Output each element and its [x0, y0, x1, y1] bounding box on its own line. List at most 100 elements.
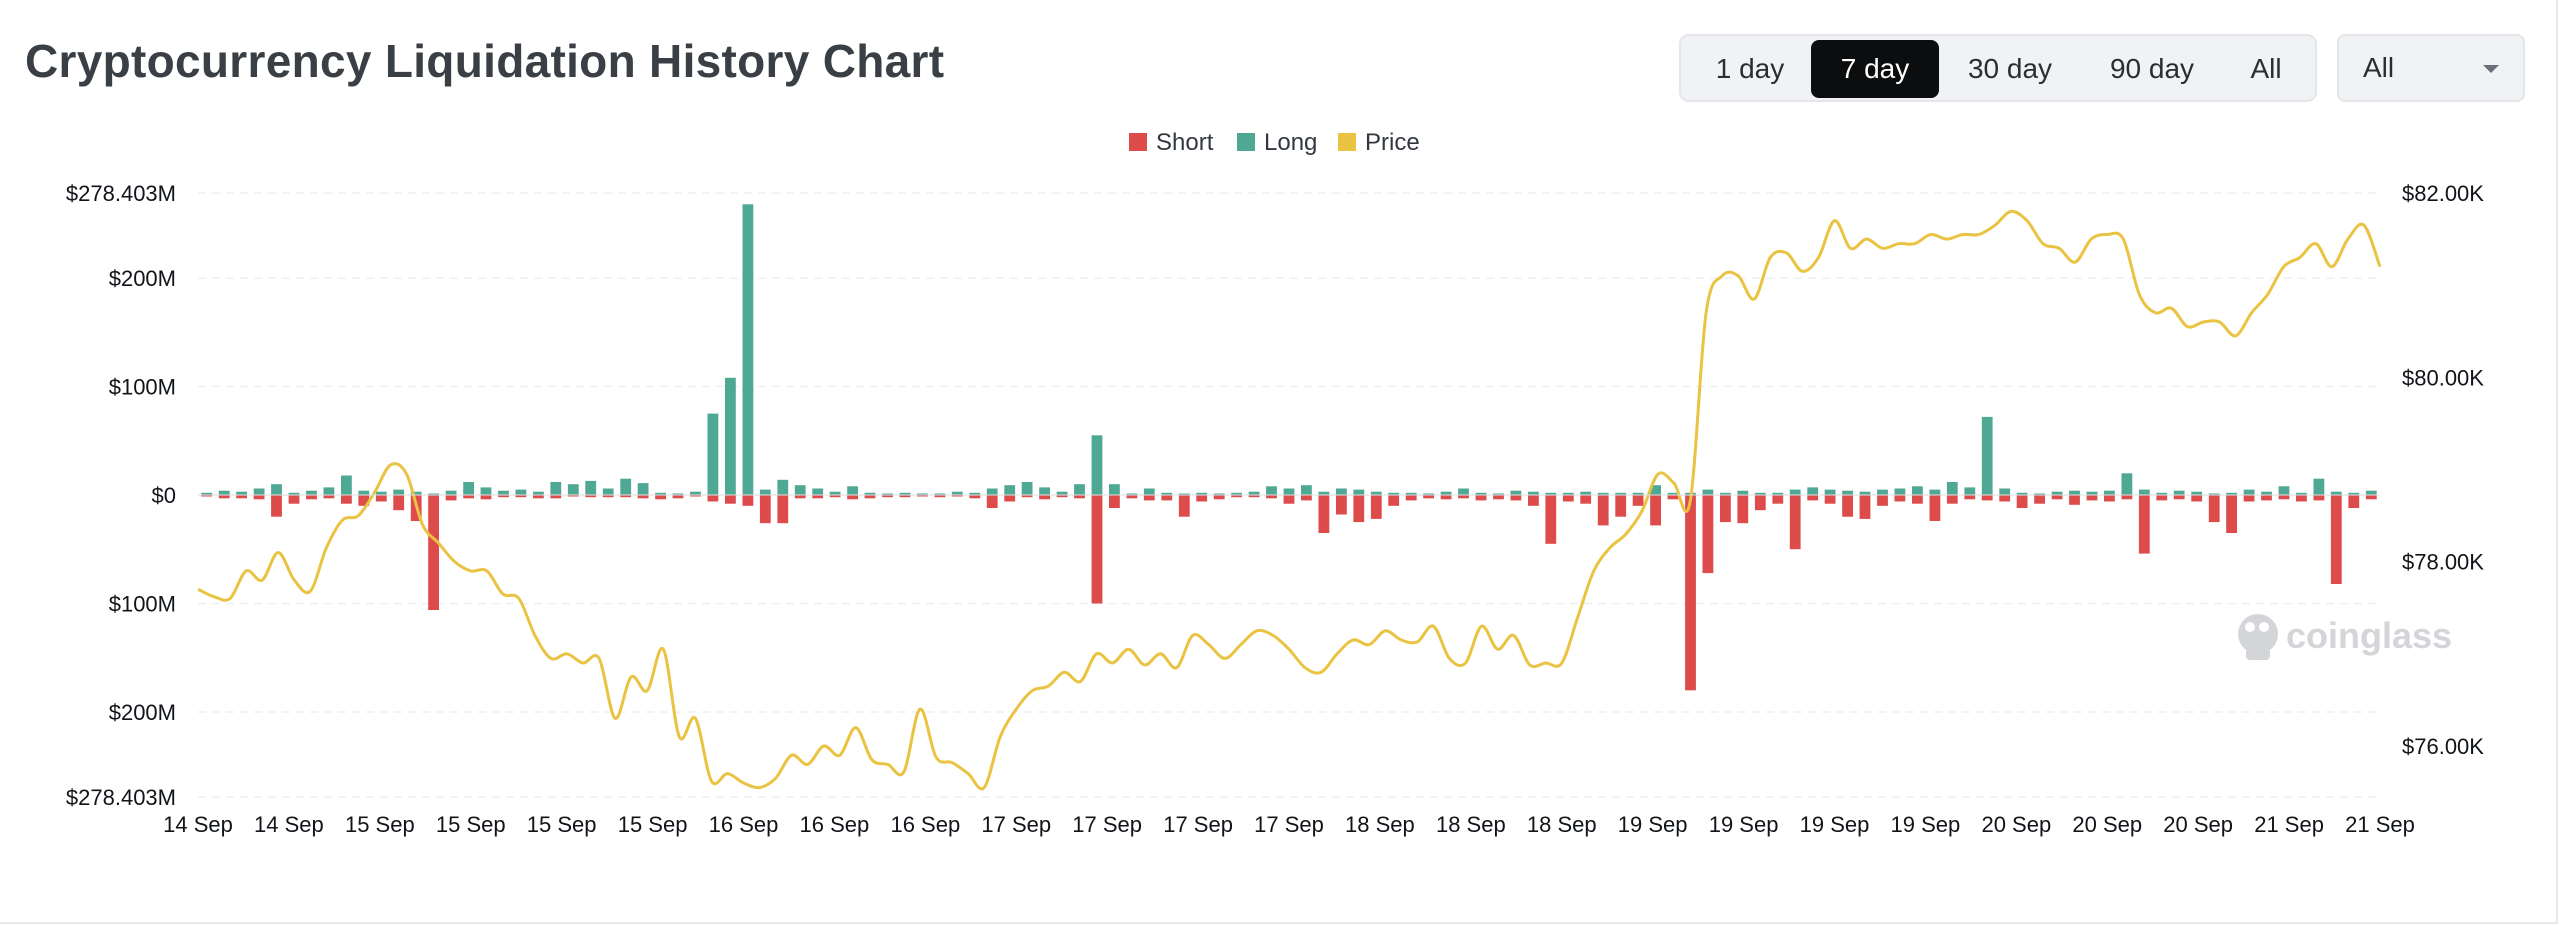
range-1-day-button[interactable]: 1 day: [1715, 53, 1785, 84]
long-bar: [2330, 491, 2342, 495]
long-bar: [637, 483, 649, 495]
x-tick-label: 16 Sep: [709, 812, 779, 837]
long-bar: [1266, 486, 1277, 495]
short-bar: [672, 495, 684, 499]
short-bar: [2121, 495, 2133, 500]
long-bar: [323, 487, 335, 495]
long-bar: [585, 480, 597, 495]
long-bar: [969, 492, 981, 495]
range-all-button[interactable]: All: [2250, 53, 2282, 84]
short-bar: [707, 495, 719, 502]
long-bar: [1370, 491, 1382, 495]
short-bar: [2104, 495, 2115, 502]
short-bar: [1772, 495, 1784, 504]
range-90-day-button[interactable]: 90 day: [2109, 53, 2195, 84]
long-bar: [201, 492, 213, 495]
short-bar: [1161, 495, 1173, 501]
short-bar: [690, 495, 701, 497]
x-tick-label: 15 Sep: [436, 812, 506, 837]
long-bar: [1091, 435, 1103, 495]
long-bar: [847, 486, 858, 495]
long-bar: [1475, 492, 1487, 495]
long-bar: [1143, 488, 1155, 495]
long-bar: [218, 490, 230, 495]
price-series: [197, 209, 2382, 791]
coin-select-dropdown[interactable]: All: [2337, 34, 2525, 102]
long-bar: [1318, 491, 1330, 495]
short-bar: [986, 495, 998, 508]
short-bar: [2016, 495, 2028, 508]
x-tick-label: 16 Sep: [890, 812, 960, 837]
long-bar: [1702, 489, 1714, 495]
short-bar: [1545, 495, 1557, 544]
short-bar: [2278, 495, 2290, 500]
y-right-tick-label: $78.00K: [2402, 550, 2484, 575]
long-bar: [1021, 482, 1033, 495]
legend-label-short: Short: [1156, 129, 1214, 156]
legend-label-price: Price: [1365, 129, 1420, 156]
chevron-down-icon: [2483, 65, 2499, 73]
long-bar: [533, 491, 544, 495]
x-tick-label: 17 Sep: [1254, 812, 1324, 837]
long-bar: [498, 490, 509, 495]
short-bar: [323, 495, 335, 499]
short-bar: [1353, 495, 1365, 523]
long-bar: [1667, 492, 1679, 495]
short-bar: [515, 495, 527, 498]
coin-select-value: All: [2363, 52, 2395, 83]
short-bar: [480, 495, 492, 500]
short-bar: [236, 495, 247, 499]
short-bar: [655, 495, 666, 500]
x-tick-label: 19 Sep: [1709, 812, 1779, 837]
x-tick-label: 17 Sep: [1072, 812, 1142, 837]
x-tick-label: 18 Sep: [1527, 812, 1597, 837]
range-7-day-button[interactable]: 7 day: [1811, 40, 1939, 98]
short-bar: [375, 495, 387, 502]
long-bar: [1213, 493, 1225, 495]
short-bar: [1370, 495, 1382, 519]
short-bar: [899, 495, 911, 498]
short-bar: [533, 495, 544, 499]
long-bar: [1126, 493, 1138, 495]
long-bar: [1458, 488, 1469, 495]
long-bar: [1493, 493, 1504, 495]
short-bar: [2051, 495, 2063, 500]
long-bar: [1789, 489, 1801, 495]
long-bar: [1161, 492, 1173, 495]
short-bar: [550, 495, 562, 499]
long-bar: [1178, 493, 1190, 495]
long-bar: [1754, 492, 1766, 495]
short-bar: [1178, 495, 1190, 517]
long-bar: [1859, 491, 1871, 495]
long-bar: [1597, 492, 1609, 495]
long-bar: [2278, 486, 2290, 495]
long-bar: [777, 479, 789, 495]
short-bar: [445, 495, 457, 501]
long-bar: [725, 377, 736, 495]
long-bar: [2069, 490, 2080, 495]
short-bar: [1301, 495, 1312, 501]
range-30-day-button[interactable]: 30 day: [1967, 53, 2053, 84]
short-bar: [759, 495, 771, 524]
short-bar: [2034, 495, 2045, 504]
x-tick-label: 20 Sep: [2072, 812, 2142, 837]
short-bar: [2296, 495, 2307, 502]
short-bar: [2208, 495, 2220, 523]
long-bar: [1999, 488, 2011, 495]
x-tick-label: 20 Sep: [1981, 812, 2051, 837]
long-bar: [2191, 491, 2203, 495]
short-bar: [306, 495, 317, 500]
short-bar: [1685, 495, 1696, 691]
long-bar: [393, 489, 405, 495]
long-bar: [759, 489, 771, 495]
long-bar: [236, 491, 247, 495]
short-bar: [812, 495, 824, 499]
y-left-tick-label: $200M: [109, 700, 176, 725]
y-left-tick-label: $0: [152, 483, 176, 508]
x-tick-label: 20 Sep: [2163, 812, 2233, 837]
short-bar: [1283, 495, 1295, 504]
long-bar: [1946, 482, 1958, 495]
short-bar: [1877, 495, 1888, 506]
long-bar: [2016, 492, 2028, 495]
long-bar: [1894, 488, 1906, 495]
